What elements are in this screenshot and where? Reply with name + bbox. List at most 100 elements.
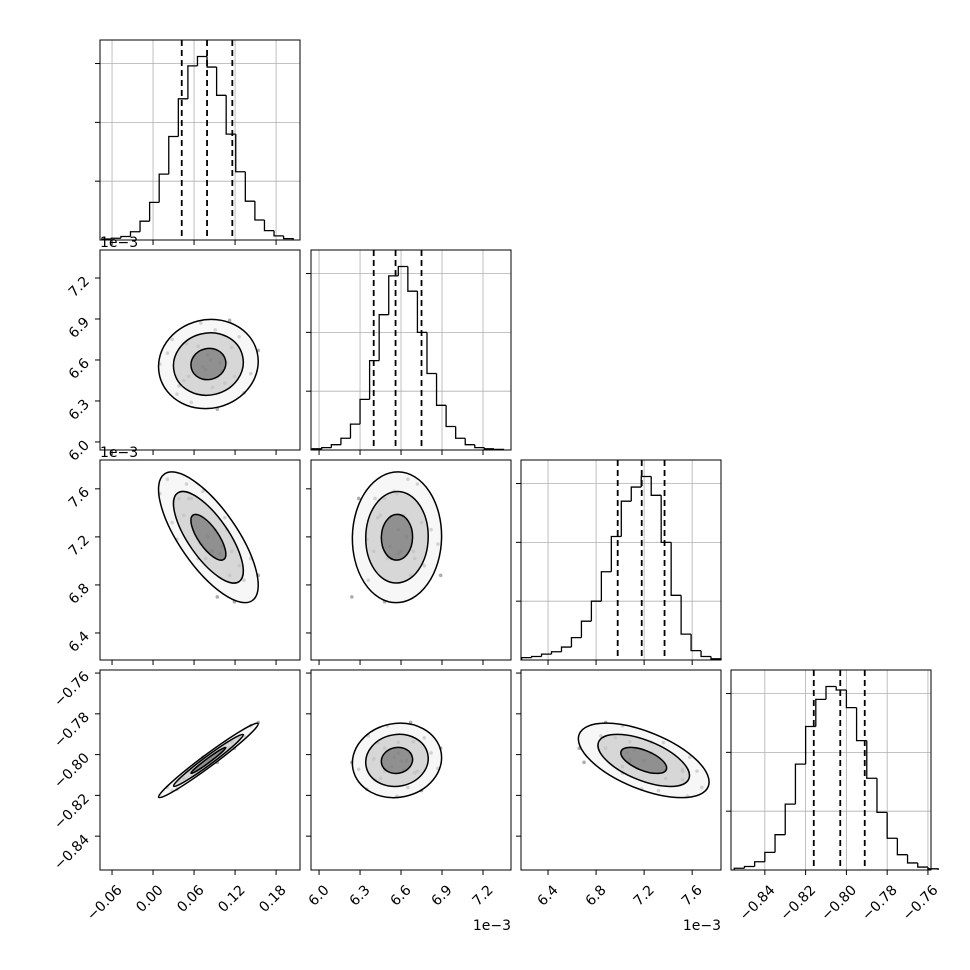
- y-tick-label: 7.2: [66, 532, 93, 559]
- hist-bin: [640, 475, 652, 488]
- x-tick-label: −0.80: [818, 882, 860, 924]
- hist-bin: [845, 690, 857, 709]
- hist-bin: [474, 444, 485, 449]
- hist-bin: [206, 56, 217, 68]
- hist-bin: [426, 332, 437, 375]
- y-offset-label: 1e−3: [100, 445, 138, 461]
- panel-frame: [520, 669, 722, 871]
- sample-point: [227, 318, 232, 323]
- hist-bin: [168, 135, 179, 175]
- y-tick-label: 6.9: [66, 315, 93, 342]
- hist-bin: [378, 314, 389, 361]
- hist-bin: [177, 98, 188, 137]
- hist-bin: [139, 220, 150, 232]
- hist-bin: [784, 803, 796, 835]
- panel-frame: [310, 249, 512, 451]
- hist-bin: [876, 778, 888, 814]
- hist-bin: [660, 495, 672, 544]
- x-tick-label: 6.9: [429, 882, 456, 909]
- hist-bin: [483, 447, 494, 450]
- x-tick-label: 7.2: [470, 882, 497, 909]
- hist-bin: [630, 486, 642, 502]
- hist-bin: [815, 698, 827, 727]
- y-tick-label: −0.84: [51, 832, 93, 874]
- hist-bin: [148, 201, 160, 222]
- sample-point: [356, 496, 361, 501]
- hist-bin: [435, 373, 447, 406]
- x-tick-label: 6.6: [388, 882, 415, 909]
- contour: [190, 513, 227, 561]
- hist-bin: [455, 426, 466, 439]
- hist-bin: [917, 862, 928, 868]
- x-tick-label: 0.12: [215, 882, 248, 915]
- hist-bin: [244, 171, 255, 202]
- hist-bin: [804, 725, 816, 765]
- hist-bin: [330, 444, 341, 448]
- x-tick-label: 0.18: [256, 882, 289, 915]
- hist-bin: [235, 134, 246, 173]
- hist-bin: [835, 686, 847, 691]
- contour: [620, 746, 668, 775]
- hist-bin: [110, 237, 121, 240]
- hist-bin: [650, 476, 662, 496]
- y-tick-label: 6.4: [66, 628, 93, 655]
- hist-bin: [273, 230, 284, 237]
- panel-frame: [99, 249, 301, 451]
- x-offset-label: 1e−3: [473, 918, 511, 934]
- hist-bin: [397, 265, 408, 276]
- panel-frame: [99, 39, 301, 241]
- hist-bin: [215, 67, 227, 96]
- hist-bin: [753, 861, 765, 867]
- x-tick-label: −0.82: [778, 882, 820, 924]
- y-tick-label: 6.8: [66, 580, 93, 607]
- hist-bin: [743, 865, 755, 869]
- y-tick-label: 7.2: [66, 274, 93, 301]
- hist-bin: [158, 173, 169, 203]
- hist-bin: [590, 600, 602, 622]
- hist-bin: [368, 359, 380, 400]
- hist-bin: [407, 266, 418, 292]
- hist-bin: [764, 851, 776, 862]
- x-tick-label: 0.06: [174, 882, 207, 915]
- hist-bin: [550, 651, 562, 655]
- hist-bin: [416, 291, 427, 334]
- panel-frame: [99, 669, 301, 871]
- contour: [380, 746, 414, 775]
- sample-point: [215, 595, 220, 599]
- y-tick-label: −0.78: [51, 709, 93, 751]
- hist-bin: [620, 500, 632, 537]
- y-tick-label: −0.76: [51, 669, 93, 711]
- x-tick-label: 6.4: [535, 882, 562, 909]
- hist-bin: [349, 423, 361, 439]
- sample-point: [350, 595, 354, 599]
- hist-bin: [340, 437, 351, 445]
- hist-bin: [560, 646, 572, 652]
- contour: [190, 746, 227, 775]
- hist-bin: [733, 867, 745, 870]
- hist-bin: [187, 65, 198, 99]
- hist-bin: [774, 834, 786, 853]
- panel-frame: [99, 459, 301, 661]
- hist-bin: [540, 653, 552, 657]
- hist-bin: [927, 867, 939, 870]
- hist-bin: [896, 838, 908, 856]
- hist-bin: [196, 55, 208, 66]
- hist-bin: [825, 685, 837, 700]
- x-tick-label: 6.0: [306, 882, 333, 909]
- hist-bin: [359, 398, 370, 425]
- panel-frame: [730, 669, 932, 871]
- y-tick-label: 6.6: [66, 355, 93, 382]
- hist-bin: [388, 275, 399, 315]
- hist-bin: [580, 620, 592, 638]
- x-tick-label: 7.6: [679, 882, 706, 909]
- hist-bin: [263, 220, 275, 232]
- sample-point: [438, 573, 443, 578]
- x-tick-label: −0.78: [859, 882, 901, 924]
- panel-frame: [310, 669, 512, 871]
- panel-frame: [520, 459, 722, 661]
- contour: [380, 513, 414, 561]
- hist-bin: [282, 235, 294, 240]
- hist-bin: [690, 634, 702, 652]
